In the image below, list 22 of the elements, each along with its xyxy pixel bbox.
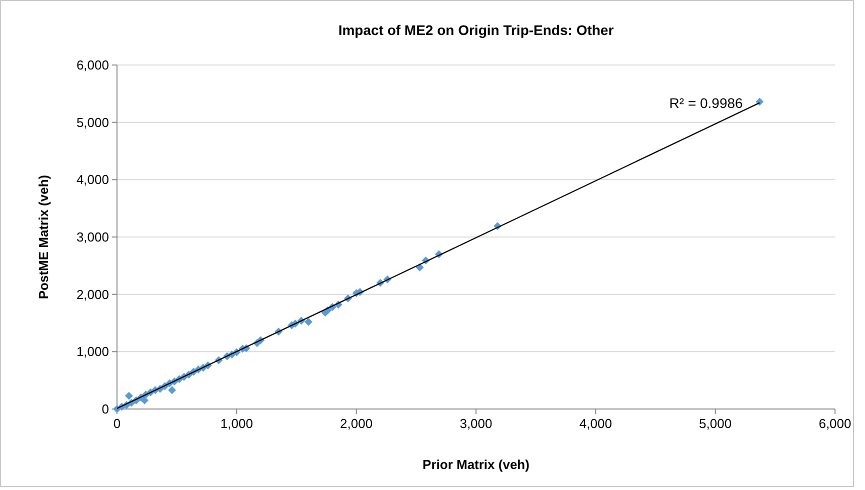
x-tick-label: 1,000 [220, 416, 253, 431]
point [124, 392, 133, 400]
x-tick-label: 0 [113, 416, 121, 431]
x-tick-label: 2,000 [340, 416, 373, 431]
chart-title: Impact of ME2 on Origin Trip-Ends: Other [338, 22, 614, 38]
point [756, 98, 764, 106]
y-tick-label: 3,000 [76, 230, 109, 245]
y-tick-label: 1,000 [76, 344, 109, 360]
y-tick-label: 4,000 [76, 172, 109, 188]
x-tick-label: 5,000 [699, 416, 732, 431]
point [304, 318, 312, 326]
x-tick-label: 4,000 [579, 416, 612, 431]
x-axis-title: Prior Matrix (veh) [422, 457, 530, 472]
y-tick-label: 0 [102, 402, 109, 417]
x-tick-label: 6,000 [818, 416, 852, 431]
annotation: R² = 0.9986 [669, 95, 744, 111]
y-axis-title: PostME Matrix (veh) [36, 174, 51, 300]
y-tick-label: 2,000 [76, 286, 109, 302]
y-tick-label: 5,000 [76, 114, 109, 130]
x-tick-label: 3,000 [460, 416, 492, 431]
point [168, 386, 176, 394]
y-tick-label: 6,000 [76, 58, 109, 73]
